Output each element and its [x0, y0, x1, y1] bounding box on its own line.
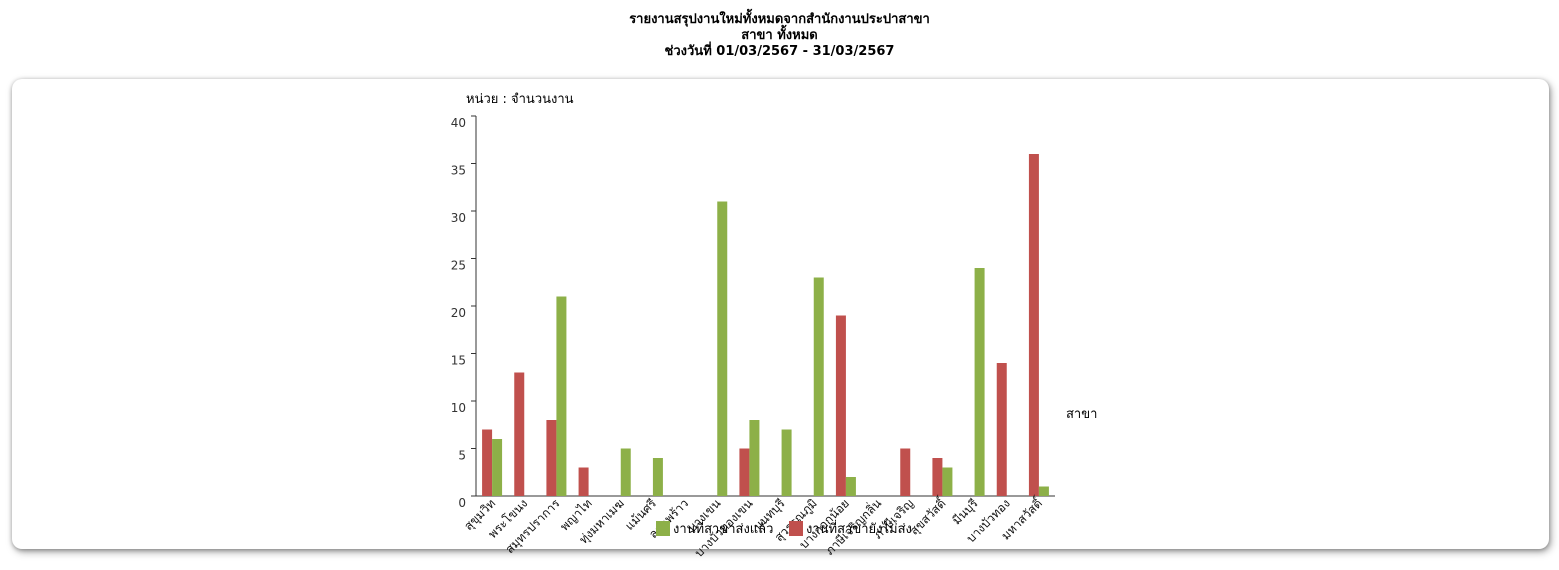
y-axis: 0 5 10 15 20 25 30 35 40	[451, 115, 477, 510]
bar-submitted	[845, 477, 856, 496]
bar-submitted	[942, 467, 953, 496]
bar-submitted	[492, 439, 503, 496]
y-axis-unit-label: หน่วย : จำนวนงาน	[466, 92, 574, 107]
bar-submitted	[717, 201, 728, 496]
bar-pending	[482, 429, 493, 496]
legend-label: งานที่สาขาส่งแล้ว	[673, 520, 773, 537]
y-tick-label: 10	[451, 401, 466, 415]
y-tick-label: 30	[451, 211, 466, 225]
y-tick-label: 35	[451, 164, 466, 178]
x-axis-title: สาขา	[1066, 407, 1097, 422]
bars	[482, 154, 1049, 496]
bar-pending	[514, 372, 525, 496]
legend-label: งานที่สาขายังไม่ส่ง	[806, 520, 912, 537]
chart-panel	[12, 79, 1549, 549]
y-tick-label: 5	[458, 449, 466, 463]
bar-submitted	[749, 420, 760, 496]
bar-submitted	[1038, 486, 1049, 496]
bar-pending	[1028, 154, 1039, 496]
report-header: รายงานสรุปงานใหม่ทั้งหมดจากสำนักงานประปา…	[0, 12, 1559, 60]
legend-swatch	[656, 521, 670, 536]
bar-submitted	[556, 296, 567, 496]
y-tick-label: 40	[451, 116, 466, 130]
bar-submitted	[781, 429, 792, 496]
bar-pending	[546, 420, 557, 496]
y-tick-label: 0	[458, 496, 466, 510]
bar-pending	[932, 458, 943, 496]
y-tick-label: 15	[451, 354, 466, 368]
x-tick-label: สุขสวัสดิ์	[906, 494, 951, 539]
bar-submitted	[652, 458, 663, 496]
report-date-range: ช่วงวันที่ 01/03/2567 - 31/03/2567	[664, 44, 895, 59]
bar-pending	[900, 448, 911, 496]
bar-pending	[578, 467, 589, 496]
report-branch: สาขา ทั้งหมด	[741, 28, 818, 43]
bar-pending	[996, 363, 1007, 496]
bar-pending	[835, 315, 846, 496]
bar-submitted	[974, 268, 985, 496]
legend: งานที่สาขาส่งแล้ว งานที่สาขายังไม่ส่ง	[656, 520, 912, 537]
bar-submitted	[813, 277, 824, 496]
y-tick-label: 25	[451, 259, 466, 273]
legend-swatch	[789, 521, 803, 536]
report-title: รายงานสรุปงานใหม่ทั้งหมดจากสำนักงานประปา…	[629, 12, 930, 27]
bar-pending	[739, 448, 750, 496]
y-tick-label: 20	[451, 306, 466, 320]
bar-submitted	[620, 448, 631, 496]
